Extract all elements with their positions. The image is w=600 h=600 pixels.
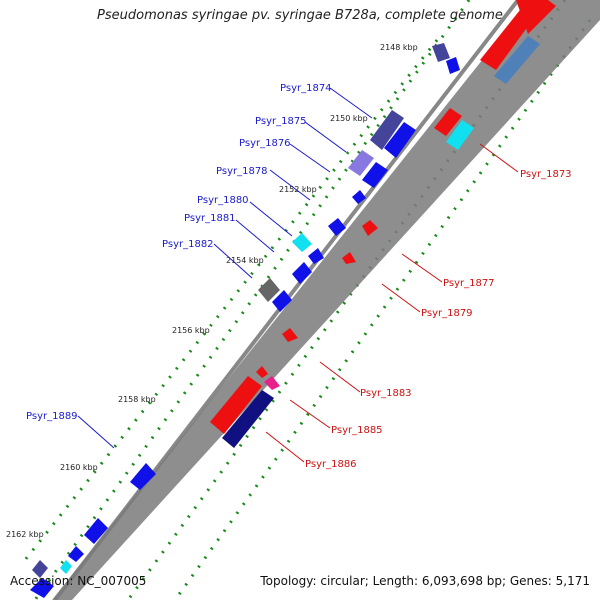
gene-feature[interactable] — [292, 262, 312, 284]
gene-feature[interactable] — [480, 10, 534, 70]
leader-line — [235, 219, 275, 253]
tick-label: 2158 kbp — [118, 395, 156, 404]
gene-feature[interactable] — [308, 248, 324, 264]
leader-line — [77, 415, 115, 449]
forward-strand-features — [30, 43, 460, 598]
track-guides — [23, 0, 592, 600]
leader-line — [289, 143, 331, 173]
gene-feature[interactable] — [264, 376, 280, 390]
gene-label-psyr-1885[interactable]: Psyr_1885 — [331, 425, 383, 436]
gene-feature[interactable] — [292, 233, 312, 252]
tick-label: 2152 kbp — [279, 185, 317, 194]
gene-feature[interactable] — [446, 57, 460, 74]
gene-feature[interactable] — [362, 220, 378, 236]
gene-label-psyr-1882[interactable]: Psyr_1882 — [162, 239, 214, 250]
gene-feature[interactable] — [60, 560, 72, 574]
gene-feature[interactable] — [494, 36, 540, 84]
gene-feature[interactable] — [258, 278, 280, 302]
gene-label-psyr-1873[interactable]: Psyr_1873 — [520, 169, 572, 180]
gene-feature[interactable] — [272, 290, 292, 312]
accession-label: Accession: NC_007005 — [10, 574, 147, 588]
gene-feature[interactable] — [256, 366, 268, 378]
track-guide-line — [173, 19, 592, 600]
gene-feature[interactable] — [342, 252, 356, 264]
gene-feature[interactable] — [384, 122, 416, 158]
leader-line — [319, 361, 361, 393]
gene-feature[interactable] — [84, 518, 108, 544]
gene-labels-left: Psyr_1874 Psyr_1875 Psyr_1876 Psyr_1878 … — [26, 83, 332, 422]
gene-feature[interactable] — [446, 120, 474, 150]
leader-line — [401, 253, 443, 283]
ruler-ticks: 2148 kbp 2150 kbp 2152 kbp 2154 kbp 2156… — [6, 43, 418, 539]
leader-line — [304, 121, 347, 153]
tick-label: 2150 kbp — [330, 114, 368, 123]
gene-label-psyr-1877[interactable]: Psyr_1877 — [443, 278, 495, 289]
gene-feature[interactable] — [362, 162, 388, 188]
gene-label-psyr-1875[interactable]: Psyr_1875 — [255, 116, 307, 127]
gene-feature[interactable] — [434, 108, 462, 136]
gene-label-psyr-1880[interactable]: Psyr_1880 — [197, 195, 249, 206]
leader-line — [269, 169, 311, 201]
gene-feature[interactable] — [130, 463, 156, 490]
track-guide-line — [33, 0, 471, 600]
leader-line — [265, 431, 305, 463]
leader-line — [329, 87, 373, 119]
gene-feature[interactable] — [68, 546, 84, 562]
gene-label-psyr-1889[interactable]: Psyr_1889 — [26, 411, 78, 422]
track-guide-line — [23, 39, 439, 561]
tick-label: 2156 kbp — [172, 326, 210, 335]
gene-label-psyr-1876[interactable]: Psyr_1876 — [239, 138, 291, 149]
gene-labels-right: Psyr_1873 Psyr_1877 Psyr_1879 Psyr_1883 … — [305, 169, 572, 470]
gene-label-psyr-1874[interactable]: Psyr_1874 — [280, 83, 332, 94]
gene-feature[interactable] — [516, 0, 556, 34]
gene-label-psyr-1883[interactable]: Psyr_1883 — [360, 388, 412, 399]
gene-feature[interactable] — [282, 328, 298, 342]
gene-label-psyr-1879[interactable]: Psyr_1879 — [421, 308, 473, 319]
leader-line — [213, 243, 253, 279]
gene-label-psyr-1886[interactable]: Psyr_1886 — [305, 459, 357, 470]
gene-feature[interactable] — [432, 43, 450, 62]
tick-label: 2154 kbp — [226, 256, 264, 265]
tick-label: 2162 kbp — [6, 530, 44, 539]
gene-feature[interactable] — [222, 390, 274, 448]
gene-feature[interactable] — [348, 150, 374, 176]
gene-feature[interactable] — [370, 110, 404, 150]
label-leaders — [77, 87, 519, 463]
backbone-band — [52, 0, 600, 600]
gene-feature[interactable] — [328, 218, 346, 236]
tick-label: 2148 kbp — [380, 43, 418, 52]
gene-label-psyr-1878[interactable]: Psyr_1878 — [216, 166, 268, 177]
leader-line — [479, 143, 519, 173]
leader-line — [289, 399, 331, 429]
genome-summary: Topology: circular; Length: 6,093,698 bp… — [260, 574, 590, 588]
tick-label: 2160 kbp — [60, 463, 98, 472]
reverse-strand-features — [210, 0, 556, 448]
genome-title: Pseudomonas syringae pv. syringae B728a,… — [97, 8, 503, 23]
leader-line — [249, 201, 293, 237]
gene-feature[interactable] — [352, 190, 366, 204]
gene-feature[interactable] — [30, 578, 54, 598]
gene-label-psyr-1881[interactable]: Psyr_1881 — [184, 213, 236, 224]
gene-feature[interactable] — [210, 376, 262, 434]
gene-feature[interactable] — [32, 560, 48, 578]
leader-line — [381, 283, 421, 313]
